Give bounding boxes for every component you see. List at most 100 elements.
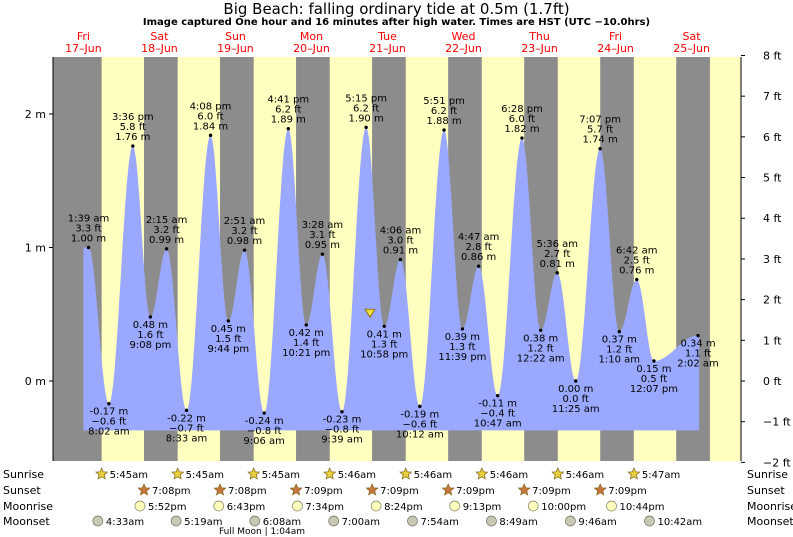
tide-time-label: 5:51 pm xyxy=(423,96,465,107)
sunset-icon xyxy=(289,483,303,496)
tide-point xyxy=(131,144,135,148)
tide-m-label: 1.74 m xyxy=(583,135,618,146)
sunset-icon xyxy=(517,483,531,496)
moonrise-icon xyxy=(292,500,303,512)
tide-m-label: 0.98 m xyxy=(227,236,262,247)
footer-event-time: 10:42am xyxy=(657,517,702,528)
tide-time-label: 11:39 pm xyxy=(438,352,486,363)
y-right-tick-label: 0 ft xyxy=(763,375,782,388)
tide-time-label: 12:22 am xyxy=(517,353,565,364)
tide-point xyxy=(184,408,189,413)
sunrise-icon xyxy=(171,467,185,480)
moonset-icon xyxy=(486,515,497,527)
y-right-tick-label: 8 ft xyxy=(763,49,782,62)
tide-time-label: 11:25 am xyxy=(552,404,600,415)
y-left-tick-label: 1 m xyxy=(25,242,46,255)
tide-point xyxy=(598,147,602,151)
tide-ft-label: 1.1 ft xyxy=(685,349,711,360)
tide-point xyxy=(304,323,308,327)
moonrise-icon xyxy=(134,500,146,512)
day-name-label: Tue xyxy=(377,30,397,43)
tide-ft-label: 1.5 ft xyxy=(215,334,241,345)
moonset-icon xyxy=(644,515,655,527)
footer-row-label-right: Moonset xyxy=(747,515,793,528)
sunrise-icon xyxy=(399,467,413,480)
footer-event-time: 7:08pm xyxy=(228,486,267,497)
footer-event-time: 5:46am xyxy=(566,470,604,481)
tide-m-label: 1.82 m xyxy=(504,124,539,135)
tide-time-label: 4:41 pm xyxy=(267,95,309,106)
footer-event-time: 5:46am xyxy=(490,470,528,481)
tide-time-label: 9:08 pm xyxy=(130,340,172,351)
tide-time-label: 10:12 am xyxy=(396,429,444,440)
tide-ft-label: 6.2 ft xyxy=(431,106,457,117)
tide-time-label: 8:33 am xyxy=(166,433,208,444)
tide-time-label: 9:39 am xyxy=(321,435,363,446)
tide-point xyxy=(148,315,153,319)
tide-ft-label: −0.4 ft xyxy=(480,409,515,420)
tide-m-label: 0.81 m xyxy=(540,259,575,270)
tide-m-label: 0.99 m xyxy=(149,235,184,246)
y-right-tick-label: 4 ft xyxy=(763,212,782,225)
tide-time-label: 5:15 pm xyxy=(345,93,387,104)
day-date-label: 22–Jun xyxy=(445,42,482,55)
tide-point xyxy=(164,247,169,251)
tide-time-label: 4:06 am xyxy=(380,226,422,237)
tide-ft-label: 3.2 ft xyxy=(231,226,257,237)
tide-time-label: 9:44 pm xyxy=(207,344,249,355)
day-name-label: Thu xyxy=(528,30,550,43)
tide-ft-label: 2.7 ft xyxy=(544,249,570,260)
y-right-tick-label: 7 ft xyxy=(763,90,782,103)
tide-point xyxy=(208,133,213,138)
tide-time-label: 12:07 pm xyxy=(630,384,678,395)
tide-time-label: 7:07 pm xyxy=(579,115,621,126)
sunset-icon xyxy=(213,483,227,496)
tide-point xyxy=(635,277,639,282)
tide-curve xyxy=(83,127,700,431)
tide-ft-label: 0.0 ft xyxy=(563,394,589,405)
tide-m-label: 0.39 m xyxy=(445,332,480,343)
tide-point xyxy=(418,404,422,409)
tide-m-label: -0.17 m xyxy=(89,407,128,418)
y-right-tick-label: 2 ft xyxy=(763,294,782,307)
tide-ft-label: 3.0 ft xyxy=(387,236,413,247)
tide-point xyxy=(382,324,386,328)
footer-event-time: 5:52pm xyxy=(148,502,187,513)
tide-ft-label: 1.4 ft xyxy=(293,338,319,349)
tide-point xyxy=(574,379,578,383)
tide-ft-label: 2.8 ft xyxy=(465,242,491,253)
tide-ft-label: 1.3 ft xyxy=(449,342,475,353)
footer-row-label-left: Sunrise xyxy=(3,468,44,481)
tide-point xyxy=(364,125,368,130)
tide-ft-label: 6.2 ft xyxy=(275,105,301,116)
day-date-label: 17–Jun xyxy=(65,42,102,55)
tide-m-label: 1.00 m xyxy=(71,234,106,245)
day-name-label: Fri xyxy=(609,30,622,43)
day-date-label: 21–Jun xyxy=(369,42,406,55)
y-right-tick-label: 1 ft xyxy=(763,334,782,347)
tide-ft-label: −0.7 ft xyxy=(169,423,204,434)
footer-event-time: 7:09pm xyxy=(304,486,343,497)
tide-point xyxy=(520,136,524,140)
sunrise-icon xyxy=(551,467,565,480)
moonrise-icon xyxy=(370,500,382,512)
tide-m-label: 0.95 m xyxy=(305,240,340,251)
day-date-label: 19–Jun xyxy=(217,42,254,55)
tide-ft-label: 3.1 ft xyxy=(309,230,335,241)
tide-point xyxy=(340,410,344,414)
footer-event-time: 7:09pm xyxy=(608,486,647,497)
moon-phase-label: Full Moon | 1:04am xyxy=(219,527,305,537)
day-labels: Fri17–JunSat18–JunSun19–JunMon20–JunTue2… xyxy=(65,30,710,55)
tide-ft-label: 5.8 ft xyxy=(120,122,146,133)
moonset-icon xyxy=(407,515,418,527)
sunrise-icon xyxy=(95,467,109,480)
tide-m-label: -0.22 m xyxy=(167,413,206,424)
footer-event-time: 9:13pm xyxy=(463,502,502,513)
footer-event-time: 5:45am xyxy=(186,470,224,481)
day-name-label: Sat xyxy=(683,30,702,43)
moonset-icon xyxy=(328,515,340,527)
day-date-label: 25–Jun xyxy=(673,42,710,55)
moonset-icon xyxy=(92,515,104,527)
day-date-label: 20–Jun xyxy=(293,42,330,55)
